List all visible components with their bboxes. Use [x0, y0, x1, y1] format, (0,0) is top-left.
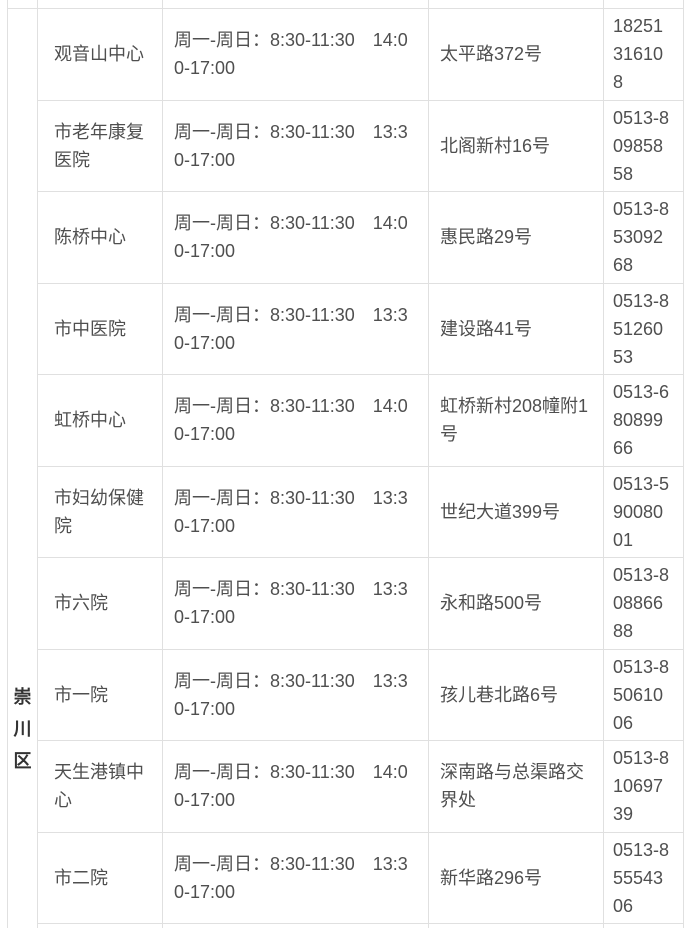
phone-cell: 0513-8 10697 39	[613, 748, 670, 824]
service-hours-cell: 周一-周日：8:30-11:30 14:0 0-17:00	[174, 396, 408, 444]
table-border-vertical	[603, 0, 604, 928]
table-border-vertical	[37, 0, 38, 928]
service-hours-cell: 周一-周日：8:30-11:30 13:3 0-17:00	[174, 853, 408, 902]
phone-cell: 0513-5 90080 01	[613, 473, 670, 550]
facility-name-cell: 陈桥中心	[54, 227, 126, 247]
phone-cell: 0513-8 53092 68	[613, 199, 670, 275]
facility-name-cell: 市一院	[54, 684, 108, 705]
table-border-horizontal	[37, 649, 684, 650]
table-row: 市中医院 周一-周日：8:30-11:30 13:3 0-17:00 建设路41…	[0, 283, 690, 374]
table-row: 市二院 周一-周日：8:30-11:30 13:3 0-17:00 新华路296…	[0, 832, 690, 923]
facility-name-cell: 观音山中心	[54, 44, 144, 64]
facility-name-cell: 市中医院	[54, 318, 126, 339]
facility-name-cell: 市妇幼保健 院	[54, 487, 144, 536]
table-border-horizontal	[37, 557, 684, 558]
address-cell: 新华路296号	[440, 867, 543, 888]
service-hours-cell: 周一-周日：8:30-11:30 13:3 0-17:00	[174, 579, 408, 627]
table-border-horizontal	[37, 100, 684, 101]
address-cell: 世纪大道399号	[440, 501, 561, 522]
table-row: 天生港镇中 心 周一-周日：8:30-11:30 14:0 0-17:00 深南…	[0, 740, 690, 832]
facility-name-cell: 虹桥中心	[54, 410, 126, 430]
phone-cell: 0513-8 09858 58	[613, 107, 670, 184]
address-cell: 太平路372号	[440, 44, 543, 64]
service-hours-cell: 周一-周日：8:30-11:30 13:3 0-17:00	[174, 670, 408, 719]
phone-cell: 0513-8 08866 88	[613, 565, 670, 641]
table-border-horizontal	[7, 8, 684, 9]
phone-cell: 0513-6 80899 66	[613, 382, 670, 458]
table-border-vertical	[683, 0, 684, 928]
service-hours-cell: 周一-周日：8:30-11:30 13:3 0-17:00	[174, 487, 408, 536]
table-row: 市妇幼保健 院 周一-周日：8:30-11:30 13:3 0-17:00 世纪…	[0, 466, 690, 557]
table-row: 市六院 周一-周日：8:30-11:30 13:3 0-17:00 永和路500…	[0, 557, 690, 649]
table-border-horizontal	[37, 740, 684, 741]
address-cell: 建设路41号	[440, 318, 533, 339]
district-cell: 崇川区	[13, 687, 32, 771]
facility-name-cell: 市老年康复 医院	[54, 121, 144, 170]
table-border-horizontal	[37, 466, 684, 467]
address-cell: 惠民路29号	[440, 227, 533, 247]
service-hours-cell: 周一-周日：8:30-11:30 13:3 0-17:00	[174, 304, 408, 353]
table-row: 观音山中心 周一-周日：8:30-11:30 14:0 0-17:00 太平路3…	[0, 8, 690, 100]
phone-cell: 0513-8 51260 53	[613, 290, 670, 367]
table-row: 虹桥中心 周一-周日：8:30-11:30 14:0 0-17:00 虹桥新村2…	[0, 374, 690, 466]
table-border-vertical	[7, 0, 8, 928]
table-row: 市老年康复 医院 周一-周日：8:30-11:30 13:3 0-17:00 北…	[0, 100, 690, 191]
facility-name-cell: 市二院	[54, 867, 108, 888]
address-cell: 虹桥新村208幢附1 号	[440, 396, 589, 444]
table-border-horizontal	[37, 832, 684, 833]
phone-cell: 0513-8 50610 06	[613, 656, 670, 733]
address-cell: 北阁新村16号	[440, 135, 551, 156]
table-border-vertical	[428, 0, 429, 928]
service-hours-cell: 周一-周日：8:30-11:30 14:0 0-17:00	[174, 762, 408, 810]
facility-name-cell: 天生港镇中 心	[54, 762, 144, 810]
phone-cell: 0513-8 55543 06	[613, 839, 670, 916]
address-cell: 永和路500号	[440, 593, 543, 613]
table-border-horizontal	[37, 191, 684, 192]
table-border-vertical	[162, 0, 163, 928]
table-border-horizontal	[37, 923, 684, 924]
service-hours-cell: 周一-周日：8:30-11:30 14:0 0-17:00	[174, 213, 408, 261]
phone-cell: 18251 31610 8	[613, 16, 664, 92]
table-border-horizontal	[37, 283, 684, 284]
address-cell: 孩儿巷北路6号	[440, 684, 559, 705]
facility-name-cell: 市六院	[54, 593, 108, 613]
address-cell: 深南路与总渠路交 界处	[440, 762, 584, 810]
table-row: 市一院 周一-周日：8:30-11:30 13:3 0-17:00 孩儿巷北路6…	[0, 649, 690, 740]
service-hours-cell: 周一-周日：8:30-11:30 14:0 0-17:00	[174, 30, 408, 78]
table-border-horizontal	[37, 374, 684, 375]
service-hours-cell: 周一-周日：8:30-11:30 13:3 0-17:00	[174, 121, 408, 170]
table-row: 陈桥中心 周一-周日：8:30-11:30 14:0 0-17:00 惠民路29…	[0, 191, 690, 283]
